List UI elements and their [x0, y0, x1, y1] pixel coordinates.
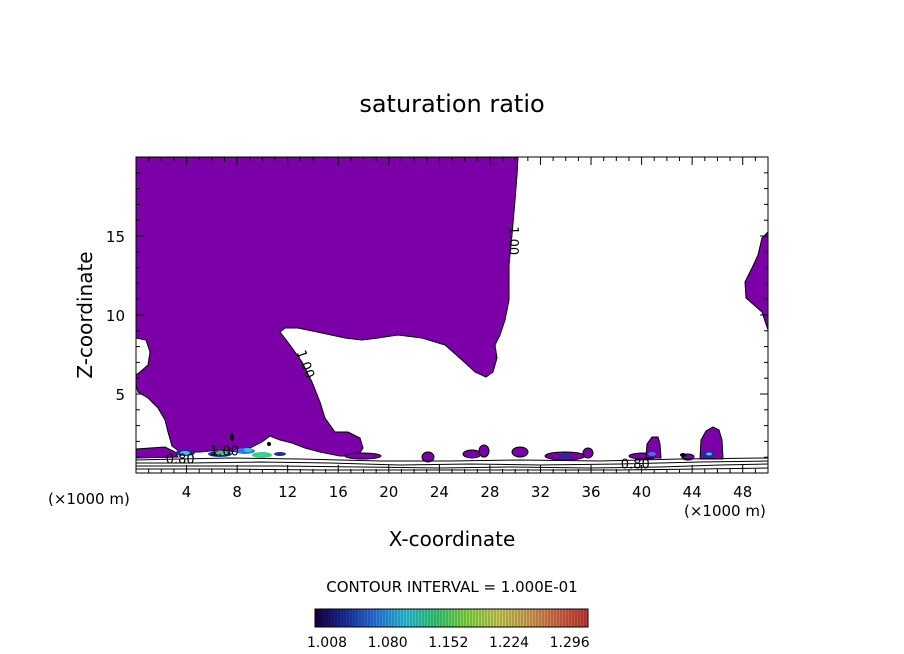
x-axis-ticks: 4 8 12 16 20 24 28 32 36 40 44 48 — [148, 157, 756, 501]
chart-title: saturation ratio — [359, 90, 544, 118]
contour-interval: CONTOUR INTERVAL = 1.000E-01 — [326, 578, 577, 596]
patch-c — [462, 449, 482, 459]
x-tick-label: 32 — [531, 483, 550, 501]
supersaturated-region-right — [744, 231, 768, 331]
y-tick-label: 10 — [106, 307, 125, 325]
contour-label: 1.00 — [210, 445, 239, 460]
x-tick-label: 16 — [329, 483, 348, 501]
patch-k — [699, 426, 724, 460]
contour-label: 0.80 — [621, 457, 650, 472]
contour-label: 0.80 — [166, 453, 195, 468]
y-tick-label: 5 — [115, 386, 125, 404]
colorbar-tick-label: 1.152 — [428, 635, 468, 651]
patch-g — [582, 447, 594, 459]
patch-d — [478, 444, 490, 458]
colorbar-tick-label: 1.008 — [307, 635, 347, 651]
colorbar-tick-label: 1.296 — [550, 635, 590, 651]
patch-e — [511, 446, 529, 458]
colorbar — [314, 608, 589, 628]
colorbar-labels: 1.008 1.080 1.152 1.224 1.296 — [307, 635, 590, 651]
x-unit-right: (×1000 m) — [684, 502, 766, 520]
x-tick-label: 8 — [232, 483, 242, 501]
x-tick-label: 4 — [182, 483, 192, 501]
x-tick-label: 24 — [430, 483, 449, 501]
x-tick-label: 12 — [278, 483, 297, 501]
x-axis-label: X-coordinate — [389, 527, 516, 551]
x-tick-label: 44 — [683, 483, 702, 501]
contour-label: 1.00 — [505, 226, 520, 255]
plot-area — [136, 157, 768, 473]
patch-a — [344, 452, 382, 460]
y-axis-label: Z-coordinate — [73, 251, 97, 378]
x-tick-label: 40 — [632, 483, 651, 501]
x-tick-label: 20 — [379, 483, 398, 501]
x-tick-label: 36 — [581, 483, 600, 501]
colorbar-tick-label: 1.224 — [489, 635, 529, 651]
colorbar-tick-label: 1.080 — [368, 635, 408, 651]
y-axis-ticks: 5 10 15 — [106, 172, 768, 458]
x-tick-label: 28 — [480, 483, 499, 501]
x-tick-label: 48 — [733, 483, 752, 501]
color-highlights — [175, 433, 715, 458]
x-unit-left: (×1000 m) — [48, 490, 130, 508]
y-tick-label: 15 — [106, 228, 125, 246]
patch-b — [421, 451, 435, 463]
supersaturated-region-main — [136, 157, 519, 457]
colorbar-hatching — [317, 609, 586, 627]
